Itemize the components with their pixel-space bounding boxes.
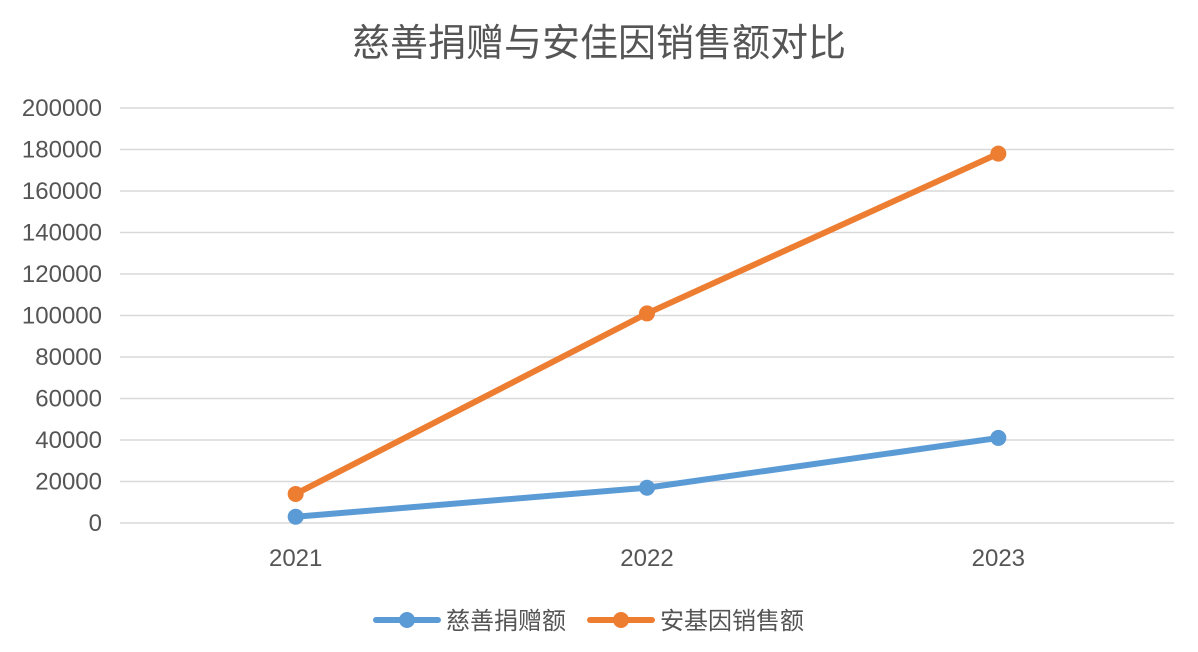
y-tick-label: 180000: [22, 137, 102, 164]
y-tick-label: 100000: [22, 303, 102, 330]
series-line: [292, 434, 1002, 520]
data-point: [639, 479, 655, 496]
legend-item: 慈善捐赠额: [373, 607, 566, 635]
legend-item: 安基因销售额: [587, 607, 804, 635]
legend-label: 慈善捐赠额: [446, 607, 566, 635]
y-tick-label: 0: [89, 510, 102, 537]
legend-label: 安基因销售额: [660, 607, 804, 635]
legend-marker: [399, 612, 415, 628]
y-tick-label: 60000: [35, 386, 102, 413]
legend: 慈善捐赠额 安基因销售额: [373, 607, 804, 635]
series-line: [292, 150, 1002, 497]
data-point: [990, 429, 1007, 446]
y-tick-label: 20000: [35, 469, 102, 496]
data-point: [990, 145, 1007, 162]
y-tick-label: 120000: [22, 261, 102, 288]
x-axis-ticks: 2021 2022 2023: [269, 545, 1025, 572]
x-tick-label: 2021: [269, 545, 322, 572]
y-axis-ticks: 0 20000 40000 60000 80000 100000 120000 140000 1…: [22, 95, 102, 537]
series-2: [287, 145, 1007, 502]
series-lines: [287, 145, 1007, 525]
y-tick-label: 40000: [35, 427, 102, 454]
data-point: [639, 305, 655, 322]
series-1: [287, 429, 1007, 525]
y-tick-label: 80000: [35, 344, 102, 371]
y-tick-label: 140000: [22, 220, 102, 247]
legend-marker: [613, 612, 629, 628]
data-point: [287, 485, 304, 502]
y-tick-label: 200000: [22, 95, 102, 122]
y-tick-label: 160000: [22, 178, 102, 205]
x-tick-label: 2023: [972, 545, 1025, 572]
data-point: [287, 508, 304, 525]
x-tick-label: 2022: [620, 545, 673, 572]
chart-title: 慈善捐赠与安佳因销售额对比: [352, 21, 846, 65]
